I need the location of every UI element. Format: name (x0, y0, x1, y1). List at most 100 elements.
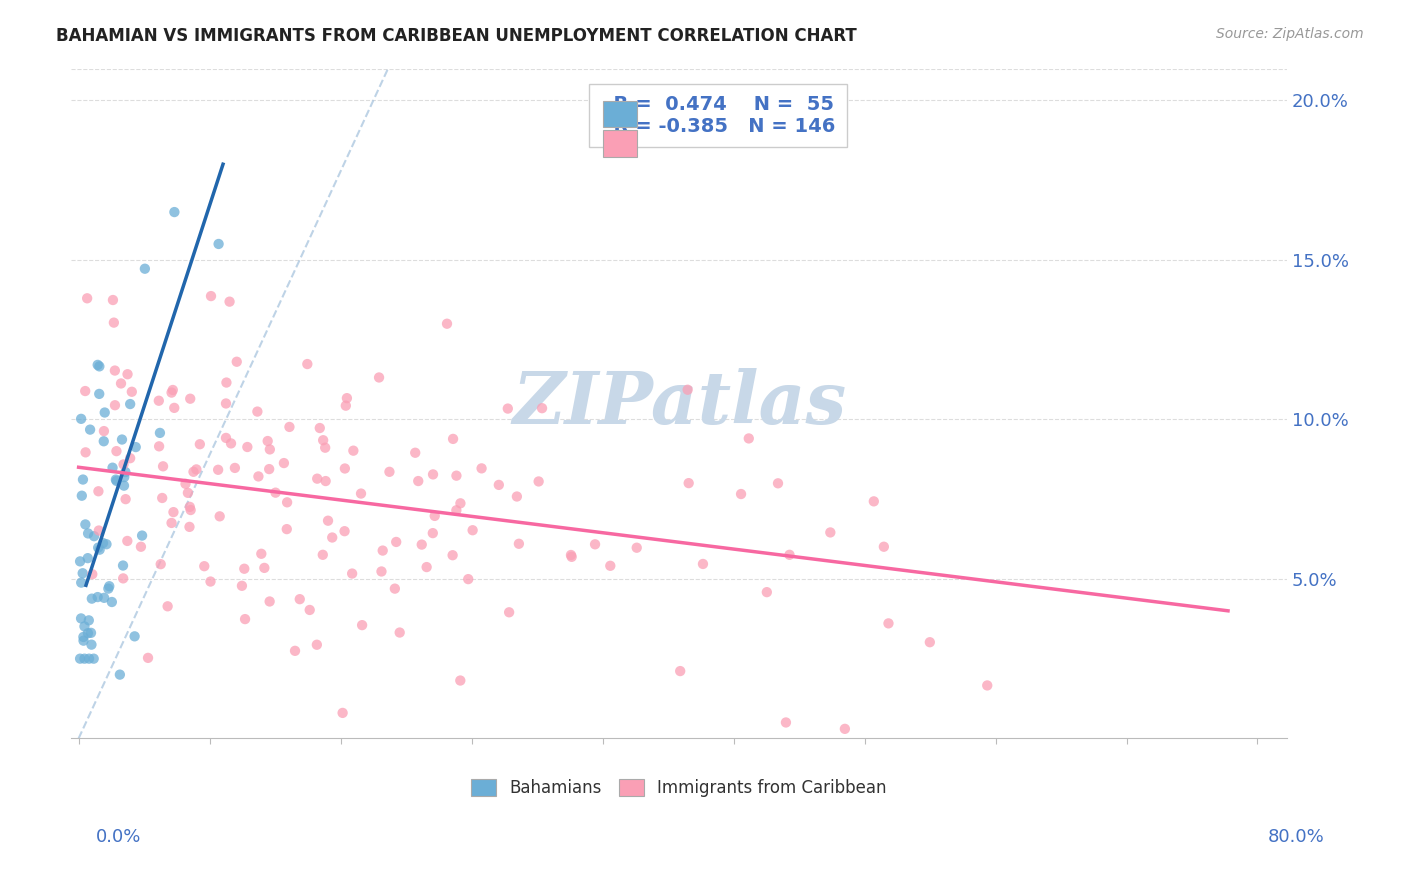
Point (103, 316, 125, 330)
Point (152, 459, 174, 474)
Point (207, 463, 229, 477)
Point (162, 383, 184, 397)
Point (218, 294, 240, 309)
Point (91, 536, 114, 550)
Point (75, 517, 97, 532)
Point (755, 585, 778, 599)
Point (561, 549, 583, 564)
Legend: Bahamians, Immigrants from Caribbean: Bahamians, Immigrants from Caribbean (465, 772, 893, 804)
Point (215, 376, 238, 390)
Point (378, 465, 401, 479)
Text: 80.0%: 80.0% (1268, 828, 1324, 846)
Point (834, 722, 856, 736)
Point (105, 444, 128, 458)
Point (112, 478, 135, 492)
Point (101, 460, 124, 475)
Point (148, 439, 170, 453)
Point (336, 391, 359, 405)
Point (449, 496, 471, 510)
Point (305, 638, 328, 652)
Point (599, 558, 621, 573)
Point (560, 548, 582, 562)
Point (124, 629, 146, 643)
Point (976, 678, 998, 692)
Point (93, 591, 115, 605)
Point (180, 503, 202, 517)
Point (83, 529, 105, 543)
Point (129, 540, 152, 554)
Point (441, 548, 464, 562)
Point (441, 432, 464, 446)
Point (104, 363, 127, 377)
Point (112, 470, 135, 484)
Point (179, 500, 201, 514)
Point (69, 651, 91, 665)
Point (77, 526, 100, 541)
Point (179, 392, 201, 406)
Point (332, 706, 354, 720)
Point (423, 508, 446, 523)
Point (404, 446, 426, 460)
Point (333, 461, 356, 475)
Point (877, 616, 900, 631)
Point (256, 434, 278, 448)
Point (77, 613, 100, 627)
Point (97, 582, 120, 596)
Point (297, 357, 319, 371)
Point (692, 557, 714, 571)
Point (461, 523, 484, 537)
Point (70, 575, 93, 590)
Point (385, 535, 408, 549)
Point (259, 594, 281, 608)
Text: BAHAMIAN VS IMMIGRANTS FROM CARIBBEAN UNEMPLOYMENT CORRELATION CHART: BAHAMIAN VS IMMIGRANTS FROM CARIBBEAN UN… (56, 27, 858, 45)
Point (446, 468, 468, 483)
Point (506, 490, 529, 504)
Point (75, 445, 97, 459)
Point (162, 505, 184, 519)
Point (174, 476, 197, 491)
Point (406, 474, 429, 488)
Point (873, 540, 896, 554)
Point (183, 465, 205, 479)
Point (83, 651, 105, 665)
Point (342, 443, 364, 458)
Point (112, 558, 135, 573)
Point (496, 401, 519, 416)
Point (86, 358, 108, 372)
Point (233, 562, 256, 576)
Point (312, 548, 335, 562)
Point (117, 533, 139, 548)
Point (108, 667, 131, 681)
Point (87, 524, 110, 538)
Point (422, 467, 444, 482)
Point (371, 543, 394, 558)
Point (488, 478, 510, 492)
Point (96, 537, 118, 551)
Point (163, 205, 186, 219)
Point (160, 385, 183, 400)
Point (76, 291, 98, 305)
Point (77, 651, 100, 665)
Point (225, 355, 247, 369)
Point (72, 630, 94, 644)
Point (82, 567, 104, 582)
Point (80, 638, 103, 652)
Point (368, 370, 391, 384)
Point (333, 524, 356, 539)
Point (105, 474, 128, 488)
Point (233, 612, 256, 626)
Point (156, 599, 179, 614)
Point (79, 423, 101, 437)
Point (101, 595, 124, 609)
Point (471, 461, 494, 475)
Point (276, 495, 298, 509)
Point (312, 434, 335, 448)
Point (340, 566, 363, 581)
Point (676, 383, 699, 397)
Point (278, 420, 301, 434)
Text: 0.0%: 0.0% (96, 828, 141, 846)
Point (98, 579, 121, 593)
Point (766, 476, 789, 491)
Point (86, 590, 108, 604)
Point (72, 473, 94, 487)
